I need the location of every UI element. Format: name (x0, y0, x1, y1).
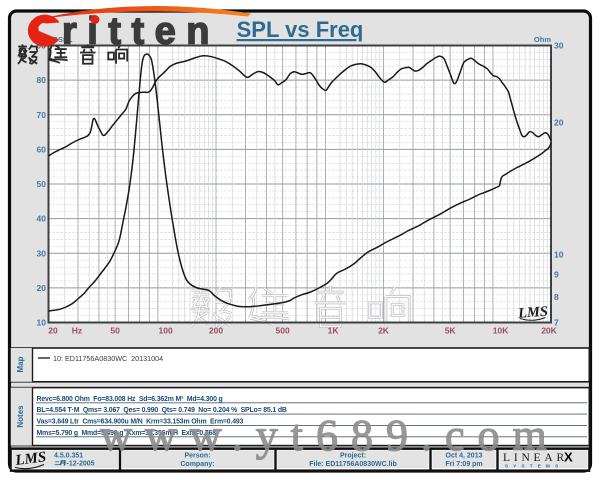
svg-text:10K: 10K (493, 326, 509, 336)
svg-text:7: 7 (554, 318, 559, 328)
svg-text:500: 500 (276, 326, 290, 336)
svg-text:40: 40 (37, 214, 47, 224)
svg-text:20: 20 (48, 326, 58, 336)
svg-text:Oct 4, 2013: Oct 4, 2013 (446, 453, 483, 460)
svg-text:ritten: ritten (62, 11, 220, 53)
svg-text:LINEAR: LINEAR (503, 452, 568, 464)
svg-text:Ohm: Ohm (534, 35, 551, 44)
svg-text:LMS: LMS (14, 449, 48, 469)
svg-text:10: ED11756A0830WC 20131004: 10: ED11756A0830WC 20131004 (53, 354, 163, 363)
svg-text:30: 30 (554, 41, 564, 51)
svg-text:SPL vs Freq: SPL vs Freq (237, 17, 364, 42)
svg-text:50: 50 (37, 179, 47, 189)
svg-text:X: X (564, 450, 573, 465)
svg-text:60: 60 (37, 144, 47, 154)
svg-text:20K: 20K (541, 326, 557, 336)
svg-text:SYSTEMS: SYSTEMS (505, 464, 563, 469)
svg-text:dBSPL: dBSPL (48, 35, 73, 44)
svg-text:1K: 1K (328, 326, 340, 336)
svg-text:Hz: Hz (72, 326, 82, 336)
svg-text:70: 70 (37, 110, 47, 120)
svg-text:30: 30 (37, 248, 47, 258)
svg-text:10: 10 (554, 250, 564, 260)
svg-text:Map: Map (16, 356, 25, 372)
svg-text:2K: 2K (378, 326, 390, 336)
svg-text:Company:: Company: (180, 461, 214, 468)
svg-text:File: ED11756A0830WC.lib: File: ED11756A0830WC.lib (309, 461, 397, 468)
svg-text:Mms=5.790 g Mmd=5.498 g Kxm=: Mms=5.790 g Mmd=5.498 g Kxm=39.356m H Ex… (37, 430, 217, 437)
svg-text:10: 10 (37, 318, 47, 328)
svg-text:8: 8 (554, 292, 559, 302)
svg-text:Revc=6.800 Ohm Fo=83.008 Hz: Revc=6.800 Ohm Fo=83.008 Hz Sd=6.362m M²… (37, 396, 223, 403)
svg-text:Project:: Project: (340, 453, 366, 460)
svg-text:80: 80 (37, 75, 47, 85)
svg-text:LMS: LMS (517, 304, 549, 322)
svg-text:200: 200 (209, 326, 223, 336)
svg-text:50: 50 (110, 326, 120, 336)
svg-text:www.yt689.com: www.yt689.com (100, 411, 559, 460)
svg-text:Vas=3.649 Ltr Cms=634.900u M/: Vas=3.649 Ltr Cms=634.900u M/N Krm=33.15… (37, 418, 244, 425)
svg-text:100: 100 (158, 326, 172, 336)
svg-text:20: 20 (554, 118, 564, 128)
svg-text:5K: 5K (445, 326, 457, 336)
svg-text:Notes: Notes (16, 405, 25, 428)
svg-text:Fri 7:09 pm: Fri 7:09 pm (445, 461, 482, 468)
svg-text:BL=4.554 T·M Qms= 3.067 Qes=: BL=4.554 T·M Qms= 3.067 Qes= 0.990 Qts= … (37, 407, 287, 414)
svg-text:-12-2005: -12-2005 (67, 461, 95, 468)
svg-text:Person:: Person: (184, 453, 210, 460)
svg-text:9: 9 (554, 270, 559, 280)
svg-text:20: 20 (37, 283, 47, 293)
svg-text:4.5.0.351: 4.5.0.351 (54, 453, 83, 460)
